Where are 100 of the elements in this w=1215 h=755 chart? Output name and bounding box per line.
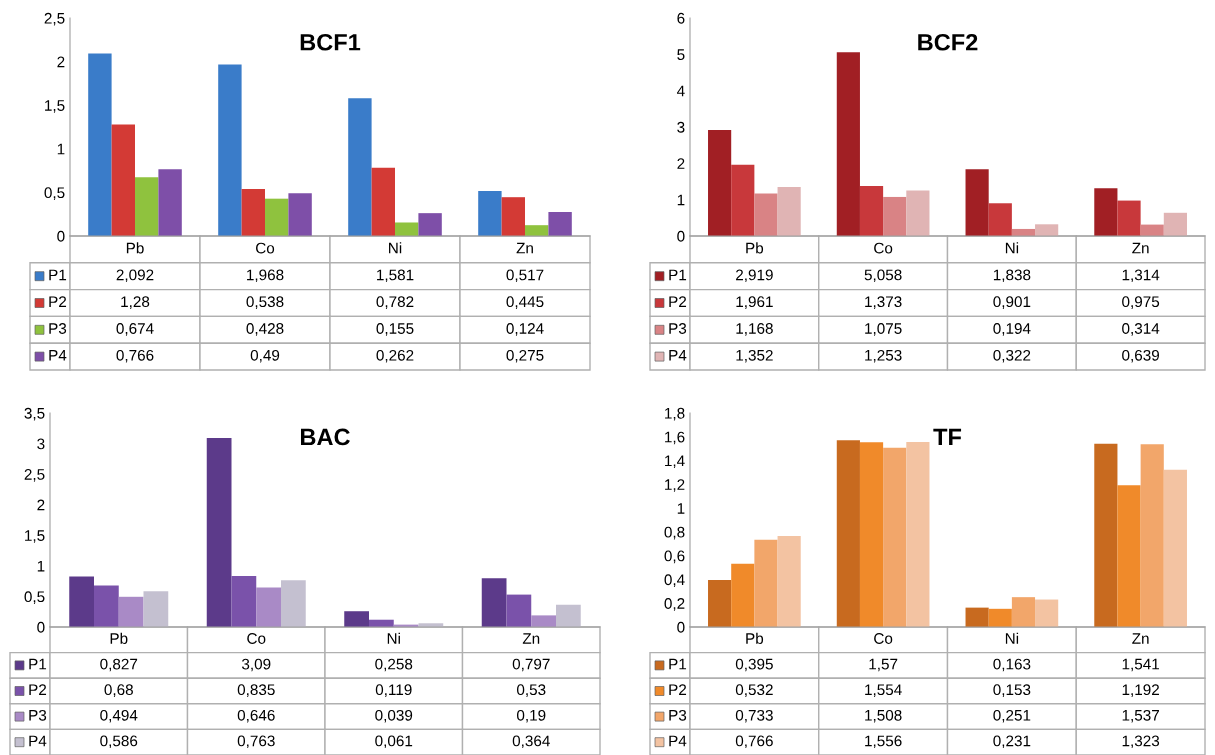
y-tick-label: 3 [37,438,45,450]
bar [395,222,419,236]
bar [708,129,732,236]
bar [348,98,372,236]
bar [731,563,755,627]
data-label: 1,314 [1122,269,1160,283]
y-tick-label: 2,5 [44,12,65,26]
legend-label: P3 [669,709,687,721]
data-label: 0,733 [735,709,773,723]
bar [1140,444,1164,627]
bar [158,169,182,236]
data-label: 1,075 [865,323,902,336]
y-tick-label: 0 [57,230,65,242]
legend-label: P4 [669,735,687,747]
bar [344,611,369,627]
bar [1094,188,1118,236]
bar [88,53,112,236]
data-label: 0,827 [100,658,138,672]
data-label: 3,09 [241,658,271,672]
data-label: 1,554 [865,684,902,697]
x-tick-label: Zn [1132,633,1149,644]
text: BCF1 [300,33,361,51]
data-label: 0,314 [1122,323,1160,336]
data-label: 0,322 [993,349,1031,363]
bar [231,575,257,627]
data-label: 0,797 [512,658,550,672]
bar [859,186,884,236]
legend-label: P4 [669,350,687,361]
y-tick-label: 1,5 [45,100,65,113]
data-label: 0,674 [116,323,154,336]
data-label: 1,352 [736,349,773,363]
bar [988,608,1012,627]
bar [481,578,507,627]
data-label: 0,835 [237,684,275,697]
legend-label: P2 [29,684,47,695]
data-label: 0,763 [237,735,275,749]
data-label: 0,262 [376,349,414,363]
bar [241,189,265,236]
data-label: 1,323 [1122,735,1160,749]
data-label: 0,19 [516,709,546,723]
data-label: 0,155 [376,323,414,336]
bar [1035,224,1059,236]
bar [988,203,1012,236]
bar [1117,200,1141,236]
bar [143,591,169,627]
y-tick-label: 1 [677,194,685,206]
data-label: 5,058 [864,269,902,283]
bar [94,585,119,627]
data-label: 0,039 [375,709,413,723]
data-label: 0,061 [375,735,413,749]
data-label: 0,766 [116,349,154,363]
bar [754,539,778,627]
data-label: 1,556 [865,735,902,749]
data-label: 1,28 [121,296,150,309]
legend-label: P4 [29,735,47,747]
data-label: 1,508 [865,709,902,723]
bar [135,177,159,236]
bar [1011,597,1036,627]
y-tick-label: 1,4 [665,455,685,469]
bar [1035,599,1059,627]
y-tick-label: 3,5 [24,407,45,421]
text: BAC [301,428,350,446]
legend-label: P1 [49,269,67,281]
y-tick-label: 0 [677,230,685,242]
data-label: 1,168 [736,323,773,336]
data-label: 0,258 [375,658,413,672]
x-tick-label: Co [874,242,893,254]
data-label: 0,428 [246,323,284,336]
data-label: 0,231 [993,735,1031,749]
bar [288,193,312,236]
y-tick-label: 0,6 [664,550,685,564]
bar [965,607,989,627]
bar [281,580,306,627]
y-tick-label: 2 [57,56,65,68]
y-tick-label: 0,2 [664,598,685,611]
data-label: 0,586 [100,735,138,749]
x-tick-label: Ni [389,242,402,254]
y-tick-label: 1,6 [665,431,685,445]
data-label: 1,968 [247,269,284,283]
legend-label: P2 [49,296,67,307]
bar [206,438,232,627]
y-tick-label: 2,5 [24,469,45,482]
bar [836,440,860,627]
bar [69,576,94,627]
x-tick-label: Zn [1132,242,1149,254]
data-label: 1,541 [1122,658,1159,672]
legend-label: P3 [669,323,687,334]
data-label: 0,251 [993,709,1031,723]
legend-label: P3 [29,709,47,721]
data-label: 1,57 [869,658,898,672]
y-tick-label: 1 [37,560,45,572]
x-tick-label: Co [874,633,893,644]
y-tick-label: 6 [677,12,685,24]
legend-label: P1 [669,269,687,281]
y-tick-label: 0 [677,621,685,633]
text: TF [933,428,962,446]
bar [708,580,732,627]
bar [965,169,989,236]
x-tick-label: Pb [746,632,764,644]
bar [1117,485,1141,627]
